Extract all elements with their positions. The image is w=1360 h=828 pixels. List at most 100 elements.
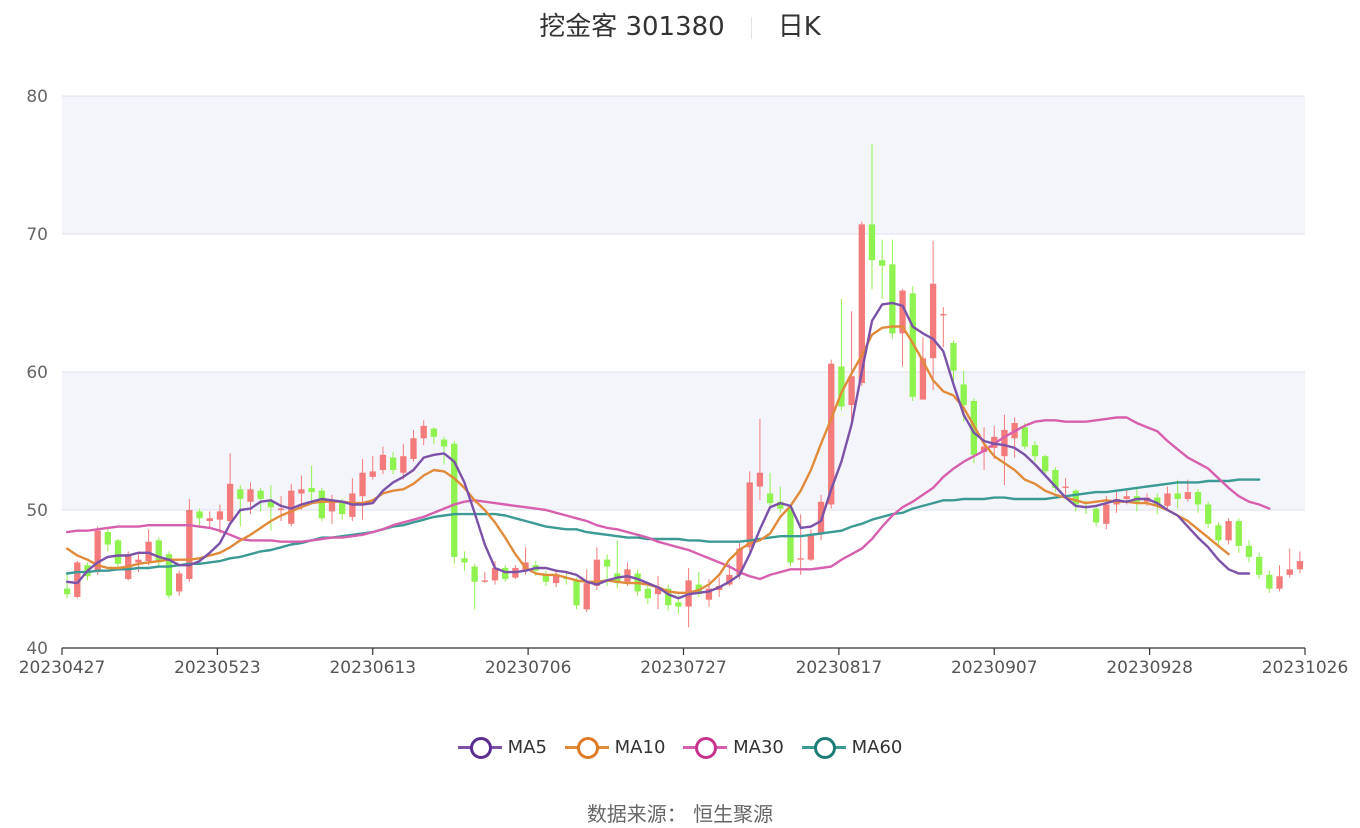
candle-body <box>838 366 845 407</box>
candle-body <box>1184 492 1191 499</box>
candle-body <box>451 443 458 557</box>
chart-title: 挖金客 301380 日K <box>0 6 1360 43</box>
candle-body <box>461 558 468 563</box>
candle-body <box>1092 508 1100 523</box>
x-tick-label: 20230613 <box>329 658 416 678</box>
plot-band <box>62 372 1305 510</box>
y-tick-label: 70 <box>26 225 48 245</box>
candle-body <box>1021 427 1028 447</box>
candle-body <box>960 384 967 406</box>
candle-body <box>705 588 713 600</box>
candle-body <box>1235 521 1242 546</box>
x-tick-label: 20231026 <box>1262 658 1349 678</box>
candle-body <box>542 574 550 582</box>
candle-body <box>400 456 407 473</box>
candle-body <box>359 472 366 497</box>
candle-body <box>593 559 601 586</box>
candle-body <box>430 428 438 437</box>
legend-swatch-ma60 <box>801 735 846 759</box>
candle-body <box>929 283 937 359</box>
candle-body <box>135 559 142 563</box>
legend-swatch-ma5 <box>457 735 502 759</box>
legend-item-ma5[interactable]: MA5 <box>457 735 547 759</box>
candle-body <box>379 454 387 470</box>
candle-body <box>1123 496 1130 499</box>
candle-body <box>1215 525 1222 541</box>
candle-body <box>339 503 346 515</box>
legend-label-ma5: MA5 <box>507 736 547 758</box>
candle-body <box>1255 556 1263 575</box>
candle-body <box>502 567 509 579</box>
candle-body <box>1031 445 1039 457</box>
legend-item-ma30[interactable]: MA30 <box>683 735 784 759</box>
candle-body <box>991 436 998 448</box>
candle-body <box>114 540 122 564</box>
x-tick-label: 20230928 <box>1106 658 1193 678</box>
candle-body <box>1194 492 1202 505</box>
candle-body <box>879 260 886 266</box>
candle-body <box>63 588 71 595</box>
title-separator <box>750 16 752 39</box>
legend-label-ma30: MA30 <box>733 736 784 758</box>
y-tick-label: 80 <box>26 87 48 107</box>
candle-body <box>1174 493 1181 499</box>
candle-body <box>481 580 488 582</box>
candle-body <box>919 358 927 400</box>
candle-body <box>471 566 478 582</box>
candle-body <box>277 508 285 510</box>
candle-body <box>1276 576 1283 589</box>
candle-body <box>940 314 947 316</box>
candle-body <box>868 224 876 261</box>
candle-body <box>675 602 682 607</box>
legend-label-ma60: MA60 <box>851 736 903 758</box>
candle-body <box>1205 504 1212 524</box>
x-tick-label: 20230427 <box>19 658 106 678</box>
candle-body <box>1062 486 1069 488</box>
candle-body <box>410 438 417 459</box>
candle-body <box>440 439 448 447</box>
candle-body <box>237 489 244 499</box>
candle-body <box>1164 493 1171 506</box>
legend-item-ma60[interactable]: MA60 <box>801 735 903 759</box>
candle-body <box>328 500 336 512</box>
x-tick-label: 20230907 <box>951 658 1038 678</box>
candle-body <box>216 511 224 520</box>
candle-body <box>726 574 733 585</box>
candle-body <box>1296 561 1304 570</box>
plot-band <box>62 96 1305 234</box>
candle-body <box>1103 504 1110 524</box>
candle-body <box>165 554 173 596</box>
candle-body <box>828 363 835 505</box>
chart-title-name: 挖金客 301380 <box>539 12 725 42</box>
candle-body <box>766 493 774 504</box>
candle-body <box>583 583 590 610</box>
candle-body <box>848 376 855 406</box>
candle-body <box>746 482 753 548</box>
candle-body <box>797 558 804 560</box>
series-line-ma10 <box>65 325 1230 594</box>
candle-body <box>1072 490 1079 505</box>
candle-body <box>1154 497 1161 506</box>
candle-body <box>1266 574 1273 589</box>
candle-body <box>247 489 254 502</box>
candle-body <box>1286 569 1293 575</box>
candle-body <box>491 567 499 581</box>
candle-body <box>777 501 784 509</box>
legend-swatch-ma30 <box>683 735 728 759</box>
data-source: 数据来源： 恒生聚源 <box>586 802 774 826</box>
candle-body <box>573 580 580 606</box>
candle-body <box>1245 545 1253 557</box>
candle-body <box>420 425 427 439</box>
candle-body <box>104 532 112 545</box>
series-line-ma5 <box>65 301 1251 600</box>
candle-body <box>206 518 213 522</box>
candle-body <box>369 471 376 477</box>
legend-item-ma10[interactable]: MA10 <box>564 735 665 759</box>
candle-body <box>318 490 325 519</box>
x-tick-label: 20230523 <box>174 658 261 678</box>
candle-body <box>267 501 275 508</box>
candle-body <box>186 510 193 579</box>
candle-body <box>94 530 101 573</box>
candle-body <box>1225 521 1232 541</box>
y-tick-label: 60 <box>26 363 48 383</box>
